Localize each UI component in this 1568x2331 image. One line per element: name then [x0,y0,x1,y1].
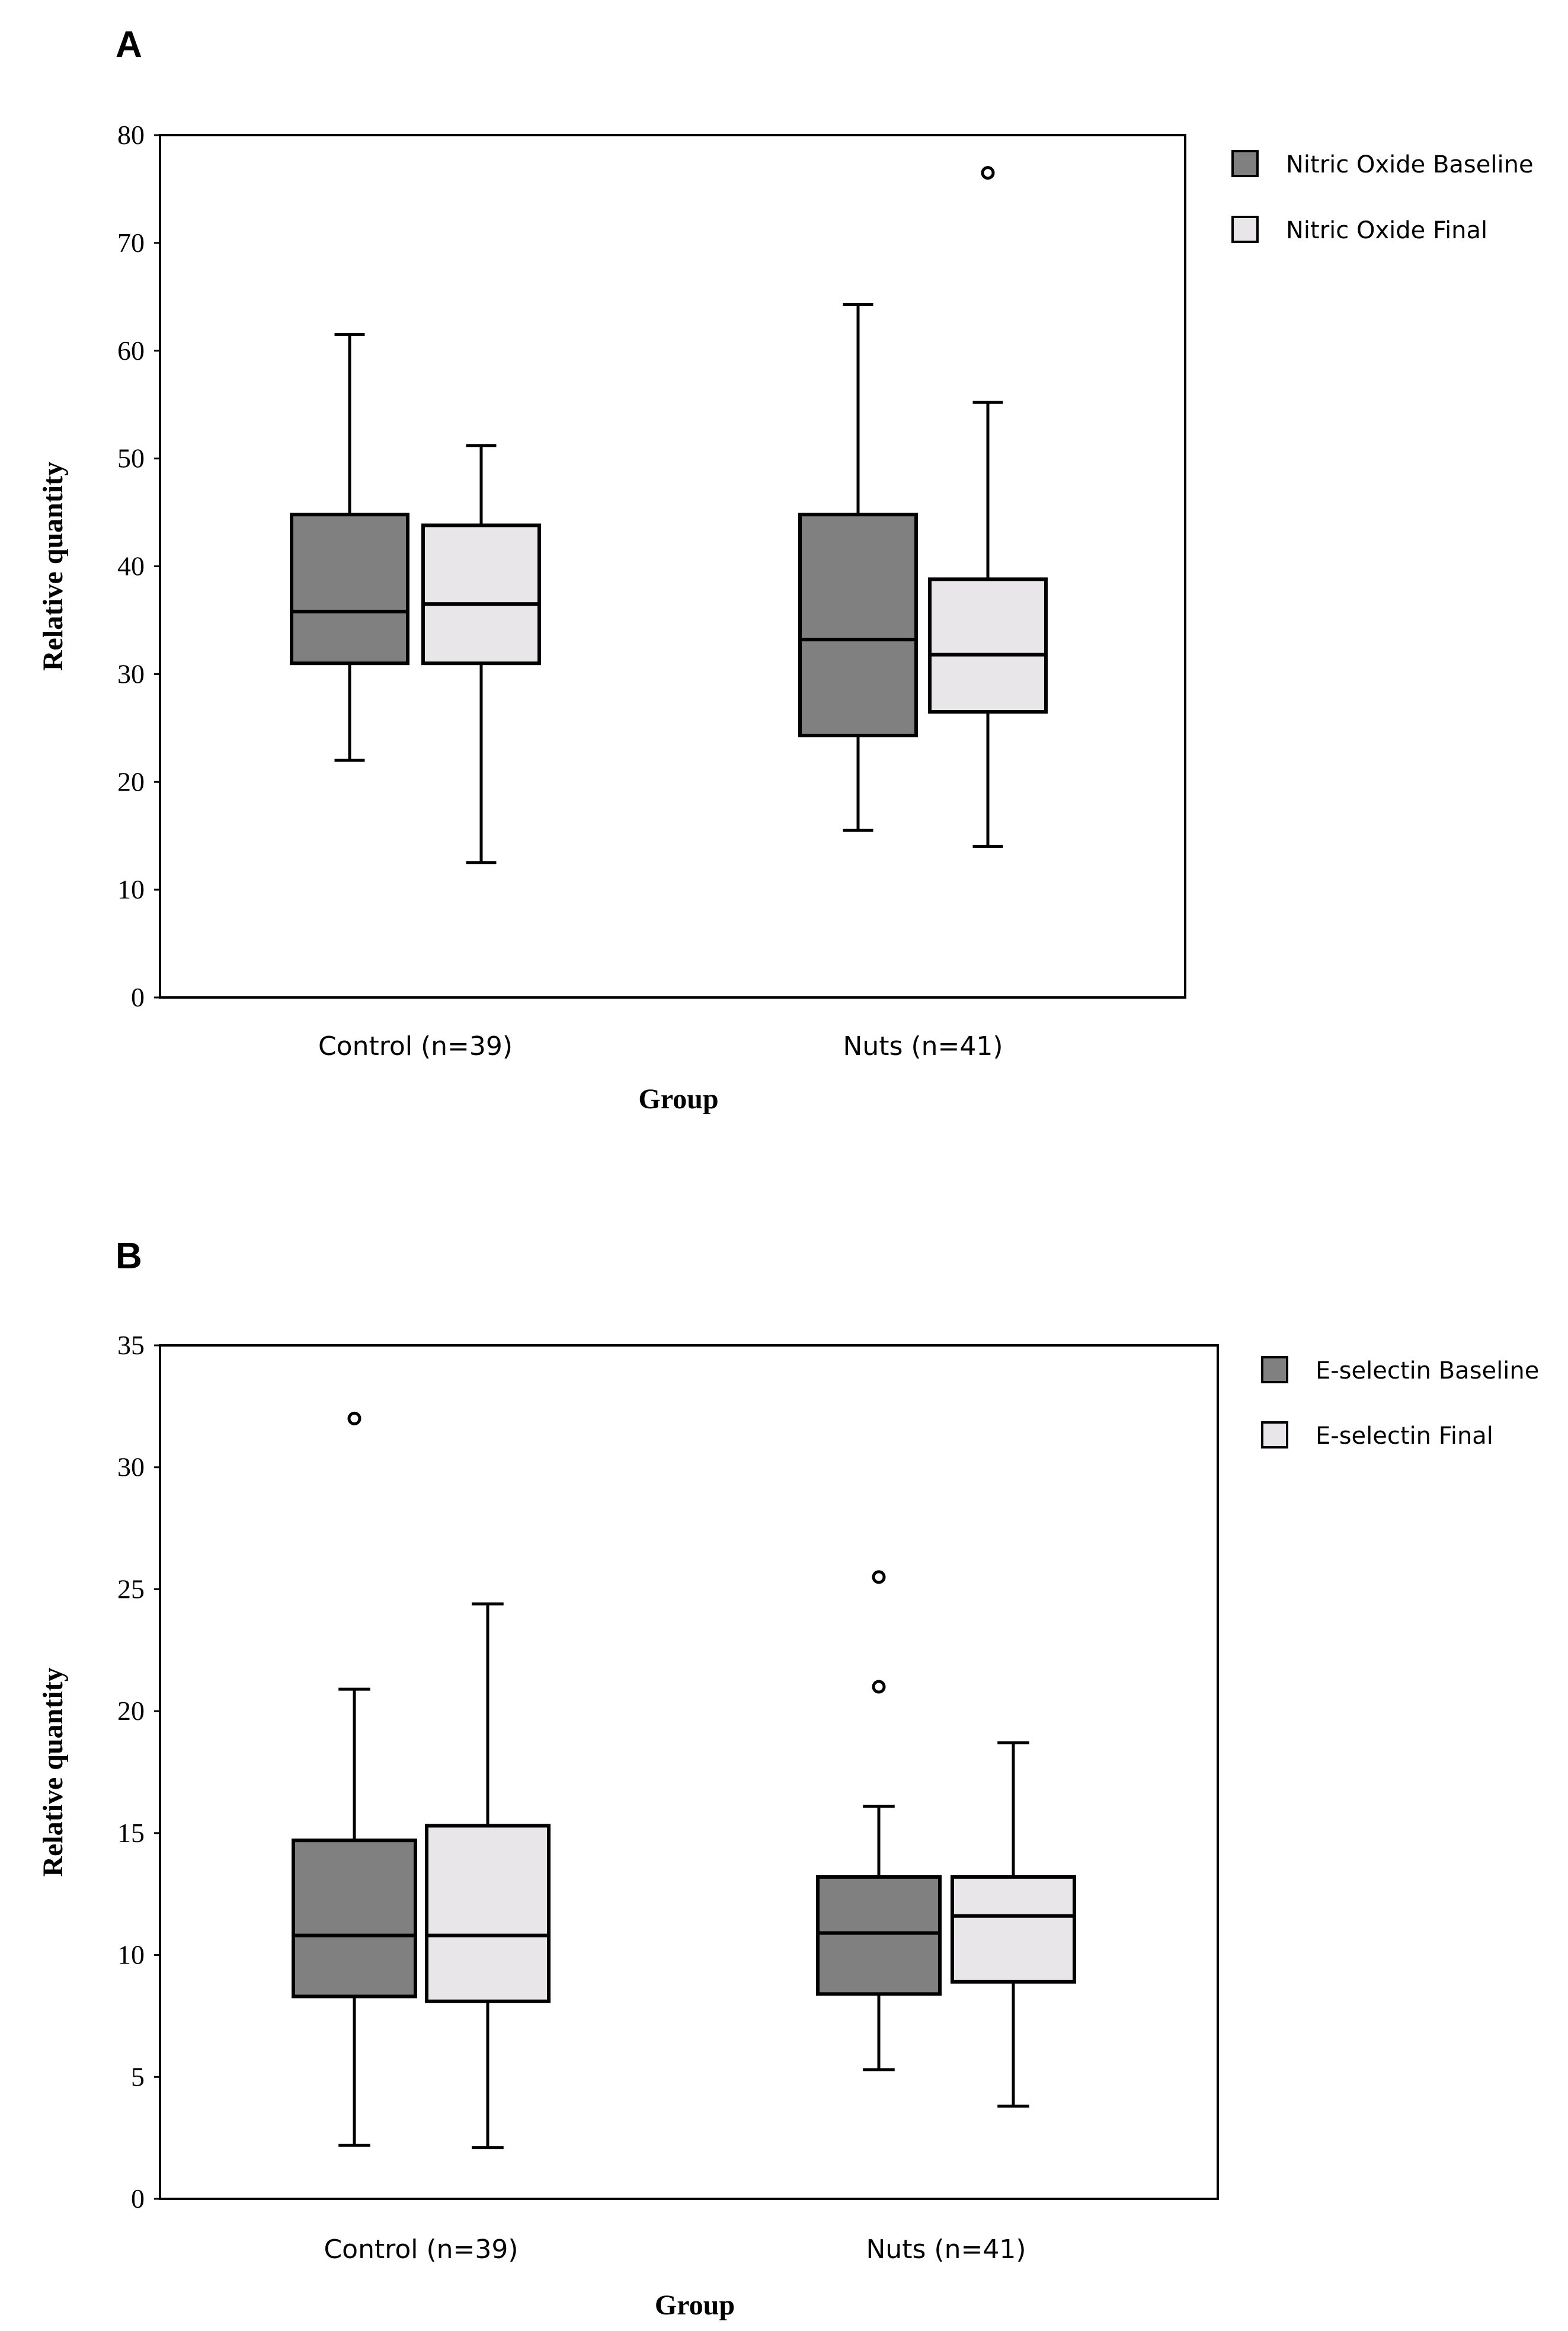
iqr-box [290,513,409,666]
box-nitric-oxide-final-control [421,444,541,865]
legend-swatch [1231,216,1259,243]
iqr-box [951,1875,1076,1984]
x-axis-title: Group [638,1083,718,1115]
iqr-box [816,1875,942,1996]
y-tick-label: 20 [117,1696,145,1726]
y-tick-label: 50 [117,443,145,474]
y-tick-label: 70 [117,228,145,258]
panel-letter: A [116,24,142,65]
box-e-selectin-final-nuts [951,1741,1076,2108]
legend-swatch [1261,1421,1288,1449]
y-tick-label: 40 [117,551,145,581]
legend-label: E-selectin Baseline [1316,1357,1539,1384]
x-category-label: Nuts (n=41) [866,2234,1026,2265]
box-e-selectin-baseline-control [292,1411,417,2147]
y-tick-label: 10 [117,874,145,904]
outlier-point [981,166,995,180]
y-tick-label: 30 [117,1452,145,1482]
y-tick-label: 5 [131,2061,145,2092]
legend-label: E-selectin Final [1316,1422,1493,1450]
panel-b: B 0 5 10 15 20 25 30 35 Relative quantity Control … [37,1236,1539,2321]
y-tick-label: 30 [117,658,145,689]
y-tick-label: 15 [117,1818,145,1848]
panel-a: A 0 10 20 30 40 50 60 70 80 Relative quantity Contr… [37,24,1534,1115]
iqr-box [928,577,1048,714]
box-nitric-oxide-baseline-nuts [798,303,918,832]
y-tick-label: 80 [117,120,145,150]
iqr-box [798,513,918,738]
box-e-selectin-final-control [425,1602,551,2150]
box-nitric-oxide-baseline-control [290,332,409,762]
outlier-point [872,1570,886,1584]
y-tick-label: 10 [117,1940,145,1970]
x-category-label: Nuts (n=41) [843,1031,1003,1061]
x-category-label: Control (n=39) [318,1031,513,1061]
y-axis-title: Relative quantity [37,1667,69,1876]
iqr-box [425,1824,551,2003]
y-axis-title: Relative quantity [37,462,69,671]
y-tick-label: 35 [117,1330,145,1360]
legend-swatch [1231,150,1259,177]
y-tick-label: 20 [117,766,145,797]
y-tick-label: 25 [117,1574,145,1604]
x-category-label: Control (n=39) [324,2234,518,2265]
box-nitric-oxide-final-nuts [928,166,1048,848]
outlier-point [872,1680,886,1694]
iqr-box [421,523,541,666]
legend-label: Nitric Oxide Final [1286,217,1487,244]
legend-label: Nitric Oxide Baseline [1286,151,1534,178]
plot-area [159,1344,1219,2200]
outlier-point [347,1411,361,1425]
y-tick-label: 0 [131,982,145,1012]
box-e-selectin-baseline-nuts [816,1570,942,2071]
legend-swatch [1261,1356,1288,1383]
y-tick-label: 60 [117,335,145,366]
panel-letter: B [116,1236,142,1277]
x-axis-title: Group [655,2290,735,2321]
iqr-box [292,1838,417,1999]
y-tick-label: 0 [131,2183,145,2214]
